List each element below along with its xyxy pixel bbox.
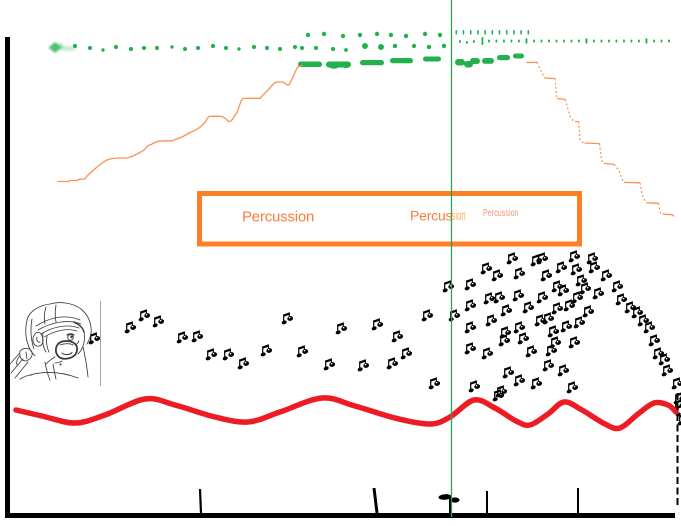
svg-text:Percussion: Percussion: [483, 207, 519, 218]
svg-text:sion: sion: [452, 209, 466, 224]
svg-text:Percus: Percus: [410, 208, 453, 224]
svg-text:Percussion: Percussion: [242, 209, 314, 226]
